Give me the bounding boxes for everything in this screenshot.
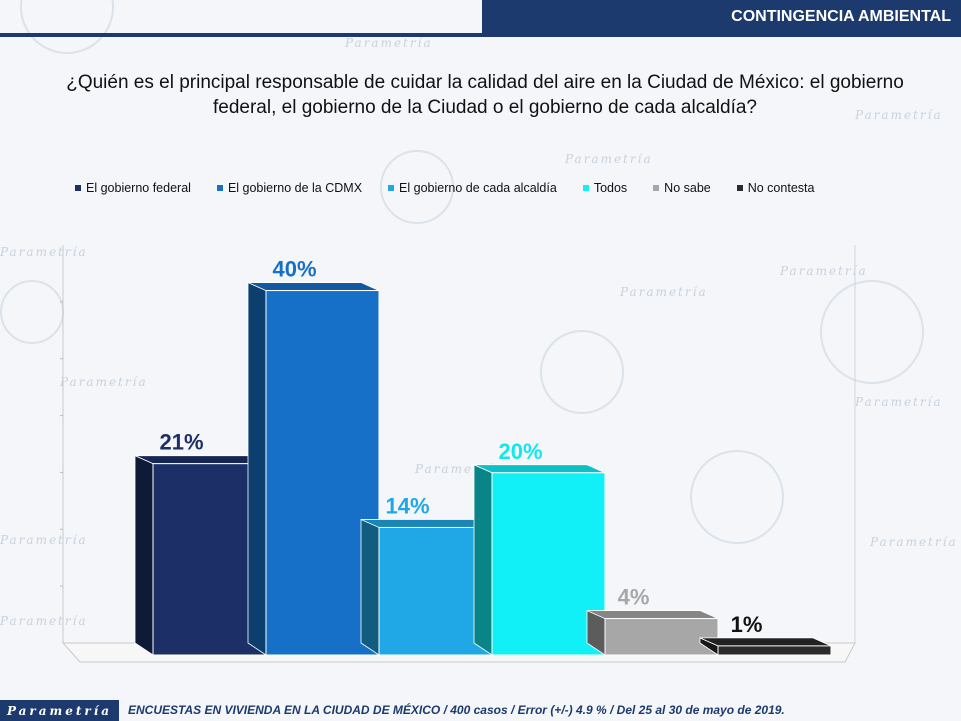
bar-top (586, 610, 719, 619)
chart-legend: El gobierno federal El gobierno de la CDM… (75, 181, 840, 195)
legend-swatch (388, 185, 395, 191)
bar (604, 618, 719, 656)
bar-side (473, 464, 493, 656)
bar-top (134, 455, 267, 465)
watermark-text: Parametría (565, 152, 653, 166)
data-label: 1% (731, 612, 763, 637)
watermark-text: Parametría (870, 535, 958, 549)
legend-label: No sabe (664, 181, 711, 195)
bar-top (360, 519, 493, 528)
watermark-circle (540, 330, 624, 414)
footer-logo: Parametría (0, 700, 119, 721)
legend-swatch (75, 185, 81, 191)
bar-chart: 21% 40% 14% 20% 4% 1% (60, 245, 856, 663)
watermark-text: Parametría (855, 395, 943, 409)
bar-side (134, 455, 154, 656)
footer-note: ENCUESTAS EN VIVIENDA EN LA CIUDAD DE MÉ… (128, 703, 785, 717)
watermark-circle (820, 280, 924, 384)
legend-swatch (736, 185, 743, 191)
header-divider (0, 33, 961, 37)
watermark-text: Parametría (0, 533, 88, 547)
legend-label: El gobierno de cada alcaldía (399, 181, 557, 195)
legend-swatch (216, 185, 223, 191)
legend-swatch (653, 185, 660, 191)
bar (491, 472, 606, 656)
bar (378, 526, 493, 656)
data-label: 21% (159, 430, 203, 455)
data-label: 4% (618, 585, 650, 610)
legend-label: El gobierno federal (86, 181, 191, 195)
watermark-circle (380, 150, 454, 224)
watermark-text: Parametría (855, 108, 943, 122)
watermark-text: Parametría (780, 264, 868, 278)
bar (717, 645, 832, 656)
legend-swatch (582, 185, 589, 191)
legend-label: El gobierno de la CDMX (227, 181, 363, 195)
watermark-text: Parametría (345, 36, 433, 50)
legend-item: El gobierno de la CDMX (216, 181, 363, 195)
watermark-text: Parametría (60, 375, 148, 389)
watermark-text: Parametría (0, 614, 88, 628)
bar-side (360, 518, 380, 656)
header-title: CONTINGENCIA AMBIENTAL (731, 7, 951, 25)
legend-item: No sabe (653, 181, 711, 195)
bar-top (699, 637, 832, 647)
question-text: ¿Quién es el principal responsable de cu… (66, 72, 904, 118)
legend-label: No contesta (747, 181, 815, 195)
legend-item: Todos (582, 181, 628, 195)
watermark-text: Parametría (0, 245, 88, 259)
legend-label: Todos (593, 181, 628, 195)
watermark-text: Parametría (620, 285, 708, 299)
header-bar: CONTINGENCIA AMBIENTAL (482, 0, 961, 33)
bar-top (473, 464, 606, 474)
data-label: 14% (385, 493, 429, 518)
legend-item: El gobierno federal (75, 181, 191, 195)
data-label: 20% (498, 439, 542, 464)
legend-item: No contesta (736, 181, 815, 195)
data-label: 40% (272, 257, 316, 282)
bar (152, 463, 267, 656)
bar-side (247, 281, 267, 656)
bar (265, 290, 380, 656)
legend-item: El gobierno de cada alcaldía (388, 181, 557, 195)
watermark-circle (690, 450, 784, 544)
bar-top (247, 282, 380, 291)
